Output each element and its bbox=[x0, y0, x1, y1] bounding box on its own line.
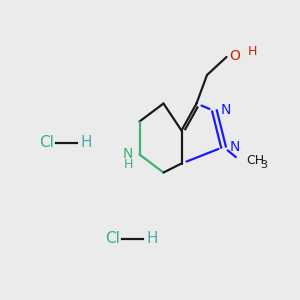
Text: H: H bbox=[147, 231, 158, 246]
Text: H: H bbox=[81, 135, 92, 150]
Text: H: H bbox=[248, 45, 257, 58]
Text: N: N bbox=[123, 148, 134, 161]
Text: CH: CH bbox=[246, 154, 264, 167]
Text: N: N bbox=[221, 103, 232, 116]
Text: Cl: Cl bbox=[105, 231, 120, 246]
Text: O: O bbox=[230, 49, 240, 62]
Text: N: N bbox=[230, 140, 241, 154]
Text: Cl: Cl bbox=[39, 135, 54, 150]
Text: H: H bbox=[124, 158, 134, 172]
Text: 3: 3 bbox=[260, 160, 267, 170]
